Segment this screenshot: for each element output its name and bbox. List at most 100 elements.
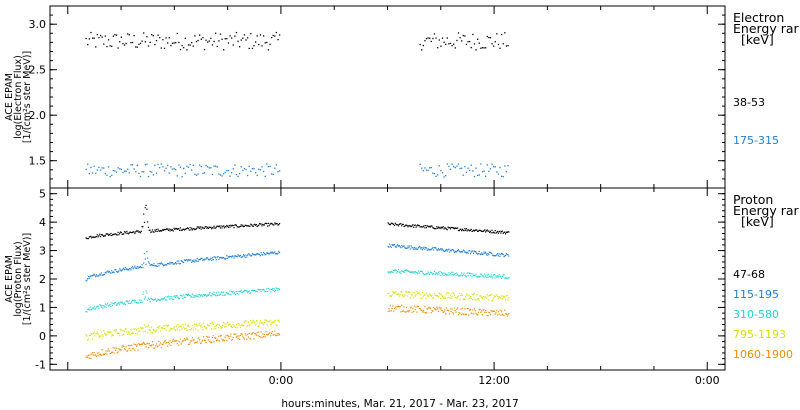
data-point <box>205 258 207 260</box>
data-point <box>104 235 106 237</box>
data-point <box>464 251 466 253</box>
data-point <box>114 170 116 172</box>
data-point <box>262 336 265 338</box>
data-point <box>497 232 500 234</box>
data-point <box>88 38 91 40</box>
data-point <box>496 33 498 35</box>
data-point <box>490 252 492 254</box>
data-point <box>183 326 185 328</box>
data-point <box>212 293 214 295</box>
data-point <box>95 354 97 356</box>
data-point <box>472 273 474 275</box>
data-point <box>200 165 202 168</box>
data-point <box>232 336 234 339</box>
data-point <box>151 341 154 343</box>
data-point <box>445 227 447 229</box>
data-point <box>135 299 137 301</box>
data-point <box>429 271 432 273</box>
data-point <box>163 325 165 327</box>
data-point <box>129 302 131 305</box>
data-point <box>250 255 252 257</box>
data-point <box>250 333 253 335</box>
data-point <box>446 37 448 39</box>
data-point <box>100 306 102 308</box>
data-point <box>116 333 118 335</box>
data-point <box>91 338 94 340</box>
data-point <box>425 247 428 249</box>
data-point <box>501 175 503 177</box>
data-point <box>187 227 189 229</box>
data-point <box>255 319 257 322</box>
data-point <box>106 304 108 306</box>
data-point <box>412 247 414 249</box>
data-point <box>505 231 508 233</box>
data-point <box>101 349 103 351</box>
data-point <box>240 39 242 41</box>
data-point <box>481 252 483 254</box>
data-point <box>459 37 461 39</box>
data-point <box>426 225 428 227</box>
data-point <box>429 293 431 295</box>
data-point <box>101 36 103 38</box>
data-point <box>460 308 462 310</box>
data-point <box>175 169 177 171</box>
data-point <box>89 354 91 356</box>
data-point <box>389 310 391 312</box>
data-point <box>441 227 444 229</box>
data-point <box>186 165 188 167</box>
data-point <box>164 325 166 327</box>
data-point <box>97 354 99 357</box>
data-point <box>131 164 134 166</box>
data-point <box>222 294 224 296</box>
data-point <box>148 298 150 301</box>
data-point <box>468 314 470 316</box>
data-point <box>476 252 478 254</box>
data-point <box>487 314 489 317</box>
data-point <box>265 319 267 321</box>
data-point <box>233 292 235 294</box>
data-point <box>124 348 126 351</box>
data-point <box>199 258 202 260</box>
data-point <box>390 246 392 248</box>
data-point <box>157 228 159 230</box>
data-point <box>396 305 398 308</box>
data-point <box>440 297 442 300</box>
data-point <box>207 41 209 43</box>
data-point <box>254 332 256 335</box>
data-point <box>262 170 265 173</box>
data-point <box>171 328 173 330</box>
data-point <box>164 299 166 301</box>
data-point <box>436 226 438 228</box>
data-point <box>497 311 500 313</box>
data-point <box>390 222 392 224</box>
data-point <box>120 270 122 272</box>
data-point <box>393 224 396 227</box>
data-point <box>272 34 274 37</box>
data-point <box>462 249 464 251</box>
data-point <box>173 326 175 328</box>
data-point <box>235 294 237 296</box>
data-point <box>106 45 108 48</box>
electron-series-1 <box>85 163 509 178</box>
data-point <box>474 250 476 253</box>
data-point <box>119 335 121 337</box>
data-point <box>107 234 110 236</box>
data-point <box>115 34 118 36</box>
data-point <box>446 163 448 165</box>
data-point <box>407 245 409 247</box>
data-point <box>151 231 153 233</box>
data-point <box>217 294 219 296</box>
data-point <box>167 262 169 265</box>
data-point <box>469 229 472 231</box>
data-point <box>255 223 257 226</box>
data-point <box>111 270 113 272</box>
data-point <box>119 349 121 351</box>
data-point <box>507 44 509 47</box>
data-point <box>488 36 490 39</box>
data-point <box>448 165 450 168</box>
data-point <box>492 277 494 279</box>
data-point <box>211 321 214 324</box>
data-point <box>122 344 124 347</box>
proton-series-4 <box>85 304 510 360</box>
data-point <box>437 47 439 49</box>
